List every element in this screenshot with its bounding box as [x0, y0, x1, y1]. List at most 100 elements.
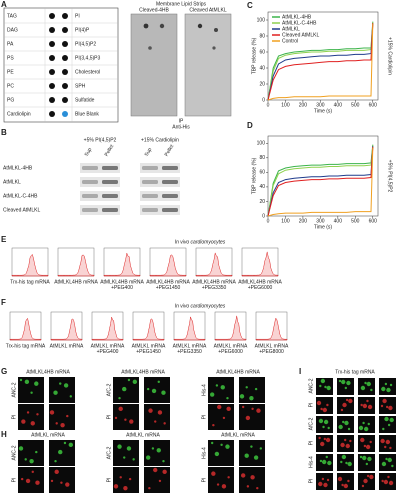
cell-spot: [253, 455, 259, 460]
cell-spot: [212, 423, 215, 427]
cell-spot: [348, 398, 353, 404]
group-title: Trx-his tag mRNA: [335, 369, 375, 375]
cell-spot: [245, 415, 251, 421]
cell-spot: [347, 427, 351, 431]
histogram: [9, 317, 42, 341]
histogram-frame: [255, 311, 288, 341]
cell-spot: [220, 385, 225, 390]
cell-spot: [323, 437, 327, 441]
lipid-label: Sulfatide: [75, 97, 95, 103]
cell-spot: [382, 427, 385, 431]
blot-dot: [212, 46, 216, 50]
cell-spot: [156, 448, 161, 453]
blot-band: [142, 166, 158, 170]
lipid-dot: [62, 13, 68, 19]
sample-label: AtMLKL4HB mRNA: [100, 279, 144, 285]
legend-label: Cleaved AtMLKL: [282, 32, 319, 38]
cell-spot: [366, 381, 371, 387]
sample-label: AtMLKL mRNA: [50, 343, 84, 349]
cell-spot: [321, 477, 325, 481]
lipid-label: PI(3,4,5)P3: [75, 55, 101, 61]
blot-band: [102, 180, 118, 184]
lipid-label: DAG: [7, 27, 18, 33]
row-label: His-4: [201, 384, 207, 396]
cell-spot: [226, 406, 231, 412]
cell-spot: [367, 422, 370, 426]
cell-spot: [245, 386, 248, 389]
cell-spot: [59, 382, 62, 385]
histogram-frame: [11, 247, 49, 277]
lipid-dot: [62, 27, 68, 33]
cell-spot: [60, 422, 65, 428]
cell-spot: [364, 381, 367, 385]
cell-spot: [345, 398, 349, 402]
histogram: [149, 254, 187, 277]
cell-spot: [123, 485, 128, 491]
plot-frame: [267, 135, 379, 217]
micrograph: [18, 377, 44, 403]
sample-label: AtMLKL mRNA: [91, 343, 125, 349]
cell-spot: [323, 482, 328, 488]
cell-spot: [34, 381, 39, 386]
y-tick-label: 40: [259, 65, 265, 71]
panel-label: C: [247, 1, 253, 10]
row-label: ANC-2: [11, 445, 17, 460]
cell-spot: [151, 388, 157, 394]
cell-spot: [347, 461, 352, 467]
plot-frame: [267, 11, 379, 101]
cell-spot: [162, 459, 165, 463]
panel-label: A: [1, 0, 7, 9]
row-label: AfC-2: [106, 446, 112, 459]
sample-label: AtMLKL mRNA: [214, 343, 248, 349]
x-tick-label: 500: [351, 218, 360, 224]
row-label: PI: [201, 478, 207, 483]
cell-spot: [363, 478, 368, 484]
panel-label: I: [299, 367, 301, 376]
micrograph: [337, 435, 354, 452]
blot-strip: [184, 13, 232, 117]
sample-label: +PEG1450: [136, 349, 161, 355]
histogram-frame: [132, 311, 165, 341]
cell-spot: [365, 462, 369, 466]
cell-spot: [158, 479, 162, 483]
cell-spot: [387, 475, 390, 479]
cell-spot: [347, 479, 350, 483]
row-label: AfC-2: [308, 417, 314, 430]
cell-spot: [161, 390, 166, 395]
y-tick-label: 0: [262, 213, 265, 219]
cell-spot: [341, 454, 347, 460]
row-label: PI: [308, 403, 314, 408]
cell-spot: [217, 404, 222, 410]
cell-spot: [387, 423, 391, 427]
cell-spot: [29, 458, 34, 464]
blot-band: [142, 180, 158, 184]
cell-spot: [343, 438, 347, 442]
panel-header: In vivo cardiomyocytes: [175, 303, 226, 309]
cell-spot: [151, 447, 155, 450]
cell-spot: [320, 441, 325, 447]
cell-spot: [68, 442, 74, 448]
lipid-label: TAG: [7, 13, 17, 19]
series-line: [267, 146, 374, 217]
lipid-dot: [49, 69, 55, 75]
histogram: [103, 252, 141, 277]
cell-spot: [381, 479, 384, 483]
sample-label: +PEG1450: [156, 285, 181, 291]
blot-band: [102, 194, 118, 198]
blot-bg: [140, 177, 180, 187]
sample-label: AtMLKL4HB mRNA: [146, 279, 190, 285]
histogram-frame: [241, 247, 279, 277]
cell-spot: [320, 407, 323, 411]
sample-label: AtMLKL4HB mRNA: [54, 279, 98, 285]
cell-spot: [384, 445, 387, 449]
blot-band: [162, 208, 178, 212]
group-label: +15% Cardiolipin: [141, 137, 179, 143]
series-line: [267, 146, 374, 217]
histogram: [50, 318, 83, 341]
y-tick-label: 60: [259, 49, 265, 55]
cell-spot: [362, 421, 365, 425]
cell-spot: [30, 391, 33, 394]
cell-spot: [118, 396, 121, 400]
lipid-dot: [49, 27, 55, 33]
cell-spot: [259, 447, 263, 450]
